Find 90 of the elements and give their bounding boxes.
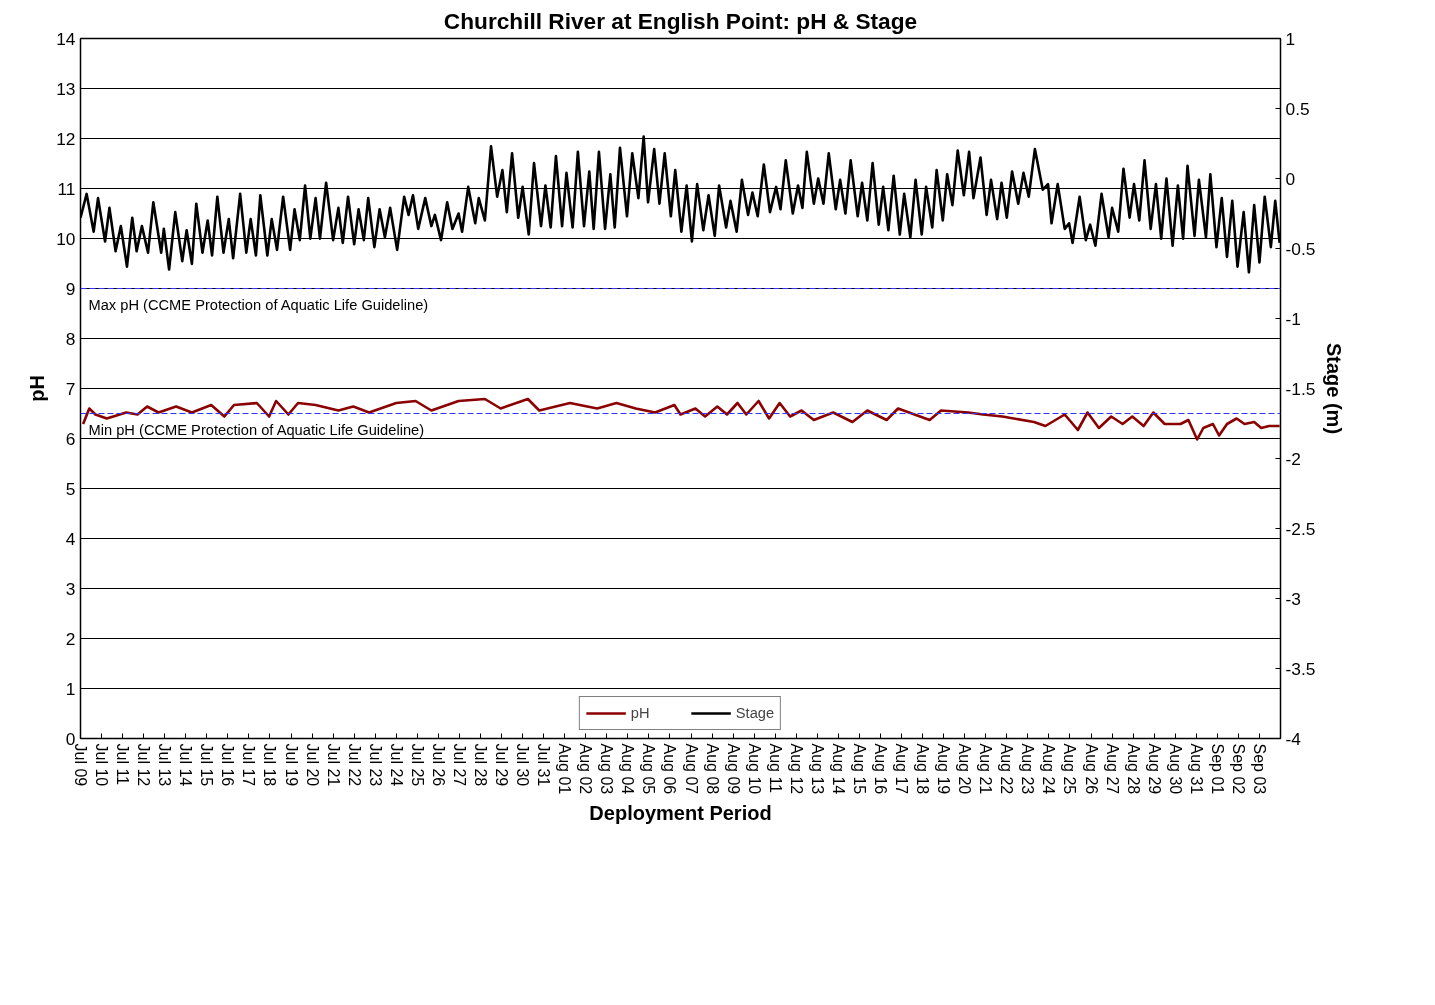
x-tick-label: Jul 16	[219, 743, 237, 787]
x-tick-label: Aug 02	[577, 743, 595, 795]
y2-tick-label: 0	[1285, 168, 1296, 189]
y2-tick-label: -1.5	[1285, 378, 1316, 399]
x-tick-label: Aug 19	[935, 743, 953, 795]
y-tick-label: 6	[65, 428, 76, 449]
x-tick-label: Aug 29	[1145, 743, 1163, 795]
x-tick-label: Jul 19	[282, 743, 300, 787]
x-tick-label: Aug 10	[745, 743, 763, 795]
y-tick-label: 4	[65, 528, 76, 549]
x-tick-label: Jul 23	[366, 743, 384, 787]
x-axis-title: Deployment Period	[589, 802, 772, 825]
x-tick-label: Aug 27	[1103, 743, 1121, 795]
x-tick-label: Aug 26	[1082, 743, 1100, 795]
x-tick-label: Aug 01	[556, 743, 574, 795]
y-tick-label: 8	[65, 328, 76, 349]
x-tick-label: Aug 14	[829, 743, 847, 795]
y2-axis-title: Stage (m)	[1323, 342, 1346, 435]
y2-tick-label: -0.5	[1285, 238, 1316, 259]
legend-label: Stage	[735, 705, 775, 721]
x-tick-label: Jul 13	[156, 743, 174, 787]
y2-tick-label: 0.5	[1285, 98, 1310, 119]
x-tick-label: Aug 23	[1019, 743, 1037, 795]
y-tick-label: 13	[56, 78, 76, 99]
y-tick-label: 2	[65, 628, 76, 649]
x-tick-label: Jul 25	[408, 743, 426, 787]
y-tick-label: 1	[65, 678, 76, 699]
x-tick-label: Aug 22	[998, 743, 1016, 795]
y-tick-label: 14	[56, 28, 76, 49]
x-tick-label: Aug 13	[808, 743, 826, 795]
x-tick-label: Jul 18	[261, 743, 279, 787]
x-tick-label: Sep 01	[1208, 743, 1226, 795]
chart-title: Churchill River at English Point: pH & Stage	[443, 7, 918, 34]
x-tick-label: Aug 24	[1040, 743, 1058, 795]
y-tick-label: 11	[57, 178, 76, 199]
x-tick-label: Jul 27	[450, 743, 468, 787]
x-tick-label: Aug 17	[893, 743, 911, 795]
x-tick-label: Sep 03	[1250, 743, 1268, 795]
x-tick-label: Jul 12	[135, 743, 153, 787]
x-tick-label: Aug 31	[1187, 743, 1205, 795]
y2-tick-label: -3	[1285, 588, 1301, 609]
x-tick-label: Aug 25	[1061, 743, 1079, 795]
x-tick-label: Jul 17	[240, 743, 258, 787]
y-tick-label: 10	[56, 228, 76, 249]
legend-label: pH	[630, 705, 651, 721]
x-tick-label: Aug 09	[724, 743, 742, 795]
x-tick-label: Jul 15	[198, 743, 216, 787]
y-tick-label: 7	[65, 378, 76, 399]
x-tick-label: Jul 29	[493, 743, 511, 787]
y-tick-label: 0	[65, 728, 76, 749]
y-tick-label: 9	[65, 278, 76, 299]
x-tick-label: Aug 18	[914, 743, 932, 795]
x-tick-label: Aug 06	[661, 743, 679, 795]
x-tick-label: Aug 16	[872, 743, 889, 795]
x-tick-label: Aug 05	[640, 743, 658, 795]
x-tick-label: Jul 14	[177, 743, 195, 787]
x-tick-label: Aug 30	[1166, 743, 1184, 795]
y2-tick-label: -2.5	[1285, 518, 1316, 539]
x-tick-label: Jul 31	[535, 743, 553, 787]
y-tick-label: 12	[56, 128, 76, 149]
x-tick-label: Jul 22	[345, 743, 363, 787]
x-tick-label: Jul 21	[324, 743, 342, 787]
x-tick-label: Jul 28	[472, 743, 489, 787]
ref-line-label: Max pH (CCME Protection of Aquatic Life Guideline)	[88, 296, 429, 313]
x-tick-label: Aug 12	[787, 743, 805, 795]
x-tick-label: Aug 08	[703, 743, 721, 795]
y2-tick-label: -1	[1285, 308, 1301, 329]
y-tick-label: 3	[65, 578, 76, 599]
x-tick-label: Jul 24	[387, 743, 405, 787]
x-tick-label: Aug 07	[682, 743, 700, 795]
x-tick-label: Aug 04	[619, 743, 637, 795]
x-tick-label: Jul 10	[93, 743, 111, 787]
x-tick-label: Jul 26	[429, 743, 447, 787]
x-tick-label: Aug 11	[766, 743, 784, 794]
y-tick-label: 5	[65, 478, 76, 499]
x-tick-label: Aug 21	[977, 743, 995, 795]
x-tick-label: Aug 20	[956, 743, 974, 795]
x-tick-label: Aug 03	[598, 743, 616, 795]
x-tick-label: Sep 02	[1229, 743, 1247, 795]
x-tick-label: Jul 11	[114, 743, 132, 786]
x-tick-label: Aug 15	[850, 743, 868, 795]
x-tick-label: Jul 20	[303, 743, 321, 787]
y2-tick-label: -2	[1285, 448, 1301, 469]
y2-tick-label: -4	[1285, 728, 1302, 749]
x-tick-label: Jul 30	[514, 743, 532, 787]
y2-tick-label: -3.5	[1285, 658, 1316, 679]
x-tick-label: Aug 28	[1124, 743, 1142, 795]
ref-line-label: Min pH (CCME Protection of Aquatic Life Guideline)	[88, 421, 425, 438]
y2-tick-label: 1	[1285, 28, 1296, 49]
y-axis-title: pH	[26, 375, 49, 402]
